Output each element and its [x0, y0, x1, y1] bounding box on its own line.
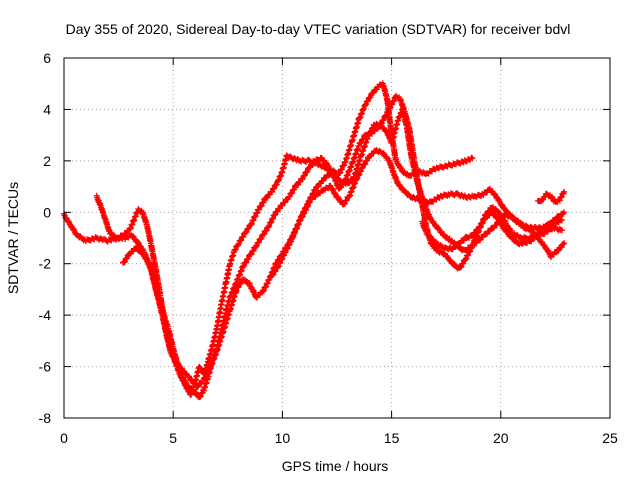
data-points [61, 80, 568, 401]
data-point [235, 240, 242, 247]
y-tick-label: 4 [43, 101, 51, 117]
data-point [256, 206, 262, 213]
data-point [260, 199, 267, 206]
data-point [255, 239, 262, 246]
data-point [364, 157, 371, 164]
data-point [460, 260, 467, 267]
data-point [289, 189, 296, 196]
data-point [258, 235, 265, 242]
x-tick-label: 15 [384, 430, 400, 446]
y-tick-label: -4 [39, 307, 52, 323]
y-tick-label: 6 [43, 50, 51, 66]
data-point [558, 217, 565, 223]
data-point [269, 188, 276, 195]
data-point [253, 242, 260, 249]
data-point [233, 287, 240, 294]
data-point [245, 255, 252, 262]
x-axis-label: GPS time / hours [282, 458, 389, 474]
data-point [145, 259, 152, 266]
ticks [63, 57, 611, 419]
data-point [561, 209, 568, 216]
plot-frame [63, 57, 611, 419]
data-point [380, 116, 387, 123]
data-point [272, 268, 279, 275]
data-point [304, 168, 311, 175]
data-point [240, 263, 247, 269]
y-tick-label: -2 [39, 256, 52, 272]
chart-title: Day 355 of 2020, Sidereal Day-to-day VTE… [66, 21, 571, 37]
x-tick-label: 25 [602, 430, 618, 446]
data-point [561, 240, 568, 247]
y-axis-label: SDTVAR / TECUs [5, 182, 21, 294]
data-point [273, 181, 280, 188]
x-tick-label: 20 [493, 430, 509, 446]
series-track-4 [268, 146, 565, 279]
y-tick-label: 0 [43, 204, 51, 220]
data-point [286, 193, 293, 200]
y-tick-label: 2 [43, 153, 51, 169]
data-point [338, 184, 345, 191]
x-tick-labels: 0 5 10 15 20 25 [60, 430, 618, 446]
series-track-5 [419, 208, 568, 253]
y-tick-label: -8 [39, 410, 52, 426]
x-tick-label: 5 [169, 430, 177, 446]
data-point [558, 227, 565, 234]
data-point [121, 258, 128, 265]
data-point [367, 94, 374, 101]
data-point [343, 197, 350, 204]
data-point [365, 97, 371, 104]
data-point [270, 271, 277, 278]
data-point [271, 185, 278, 192]
data-point [561, 188, 568, 195]
x-tick-label: 10 [275, 430, 291, 446]
series-track-3 [120, 106, 568, 391]
x-tick-label: 0 [60, 430, 68, 446]
y-tick-label: -6 [39, 359, 52, 375]
data-point [235, 284, 242, 290]
data-point [245, 225, 252, 232]
data-point [560, 241, 567, 248]
data-point [248, 251, 255, 257]
y-tick-labels: -8 -6 -4 -2 0 2 4 6 [39, 50, 52, 426]
data-point [123, 255, 130, 262]
data-point [462, 256, 469, 263]
data-point [346, 193, 353, 200]
data-point [558, 193, 565, 200]
data-point [363, 101, 369, 108]
series-track-2 [93, 92, 565, 401]
data-point [469, 155, 476, 162]
data-point [240, 233, 247, 240]
data-point [265, 223, 272, 230]
data-point [299, 175, 306, 182]
data-point [355, 143, 362, 150]
data-point [238, 280, 245, 287]
series-track-6 [534, 188, 568, 205]
data-point [238, 237, 245, 244]
